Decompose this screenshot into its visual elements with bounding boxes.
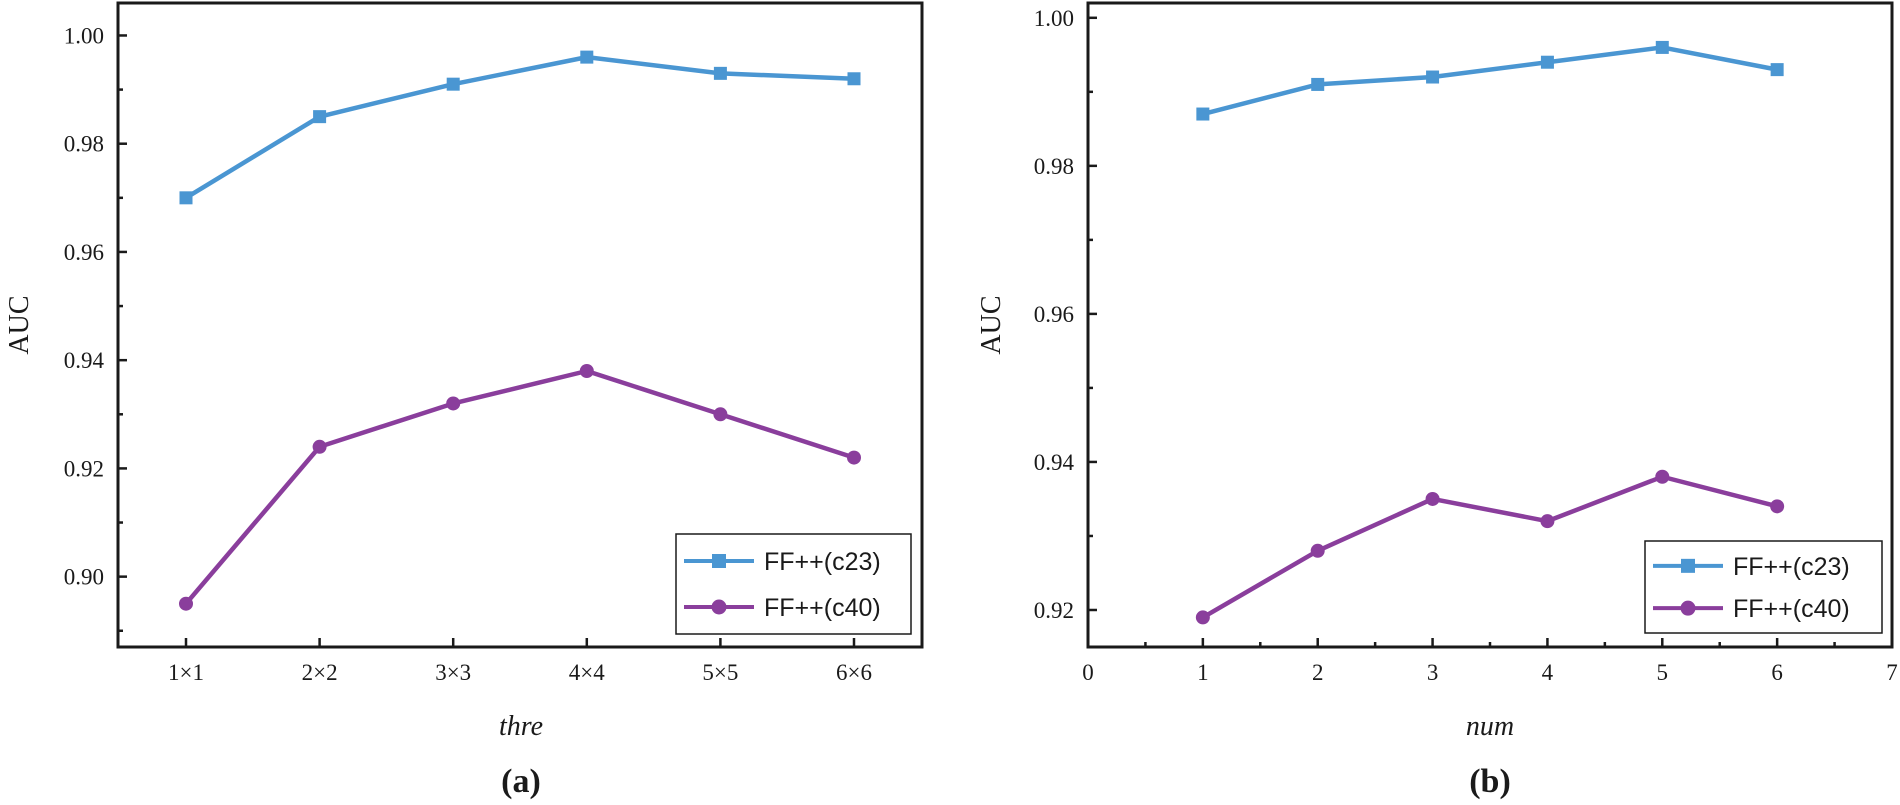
y-tick-label: 0.96 [64,240,104,265]
legend-label: FF++(c23) [1733,553,1850,581]
series-c23 [1196,40,1784,121]
x-tick-label: 1×1 [168,660,204,685]
legend-box [675,533,912,635]
series-c23 [179,50,861,205]
data-point [1196,107,1210,121]
data-point [446,396,461,411]
data-point [580,50,594,64]
data-point [1540,514,1555,529]
data-point [1195,610,1210,625]
data-point [847,450,861,465]
y-tick-label: 0.98 [1034,154,1074,179]
legend-marker [1680,600,1696,616]
y-tick-label: 0.94 [64,348,105,373]
x-tick-label: 7 [1886,660,1898,685]
x-tick-label: 5 [1657,660,1669,685]
data-point [446,77,460,91]
y-axis-title: AUC [4,295,35,354]
legend-marker [712,554,726,568]
series-line [1202,45,1778,117]
data-point [1655,40,1669,54]
x-tick-label: 6×6 [836,660,872,685]
chart-panel-a: 0.90 0.92 0.94 0.96 0.98 1.00 1×1 2×2 3×3 4×4 5×5 6… [4,1,924,800]
legend-label: FF++(c40) [1733,595,1850,623]
x-tick-label: 1 [1197,660,1209,685]
x-tick-label: 6 [1771,660,1783,685]
data-point [1770,499,1785,514]
y-axis-title: AUC [976,295,1007,354]
data-point [1655,469,1670,484]
legend-marker [711,599,727,615]
legend-box [1644,540,1883,634]
legend: FF++(c23) FF++(c40) [675,533,912,635]
data-point [847,72,861,86]
series-c40 [179,364,861,611]
x-tick-label: 5×5 [702,660,738,685]
y-tick-label: 0.92 [1034,598,1074,623]
data-point [1540,55,1554,69]
data-point [713,407,728,422]
data-point [1425,491,1440,506]
chart-panel-b: 0.92 0.94 0.96 0.98 1.00 0 1 2 3 4 5 6 7 AUC num (b) FF+… [976,1,1898,800]
x-tick-label: 3×3 [435,660,471,685]
data-point [713,66,727,80]
panel-label: (a) [501,763,541,800]
x-tick-label: 0 [1082,660,1094,685]
data-point [179,191,193,205]
legend: FF++(c23) FF++(c40) [1644,540,1883,634]
panel-label: (b) [1469,763,1511,800]
x-tick-label: 4 [1542,660,1554,685]
data-point [1770,63,1784,77]
y-tick-label: 1.00 [64,23,104,48]
y-tick-label: 0.98 [64,132,104,157]
y-tick-label: 0.96 [1034,302,1074,327]
series-c40 [1195,469,1785,625]
data-point [179,596,193,611]
x-tick-label: 2×2 [302,660,338,685]
data-point [1426,70,1440,84]
y-tick-label: 0.92 [64,456,104,481]
series-line [184,54,855,200]
plot-frame [116,1,924,649]
legend-label: FF++(c23) [764,548,881,576]
data-point [1310,543,1325,558]
series-line [184,368,855,606]
x-axis-title: thre [499,711,543,742]
y-tick-label: 0.94 [1034,450,1075,475]
legend-label: FF++(c40) [764,594,881,622]
series-line [1201,474,1778,620]
y-tick-label: 1.00 [1034,6,1074,31]
x-axis-title: num [1466,711,1514,742]
legend-marker [1681,558,1695,573]
y-tick-label: 0.90 [64,565,104,590]
x-tick-label: 4×4 [569,660,605,685]
x-tick-label: 2 [1312,660,1324,685]
data-point [579,364,594,378]
data-point [1311,77,1325,91]
data-point [312,439,327,454]
x-tick-label: 3 [1427,660,1439,685]
data-point [313,110,327,124]
